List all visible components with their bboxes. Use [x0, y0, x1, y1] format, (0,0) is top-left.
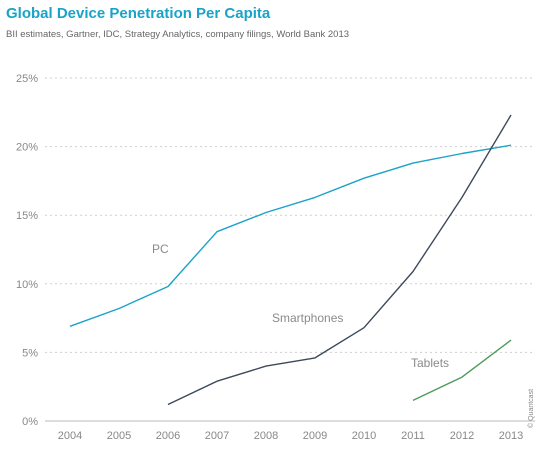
x-tick-label: 2007 — [205, 430, 229, 442]
series-label-pc: PC — [152, 242, 169, 256]
x-tick-label: 2004 — [58, 430, 82, 442]
chart-subtitle: BII estimates, Gartner, IDC, Strategy An… — [6, 29, 350, 40]
x-tick-label: 2008 — [254, 430, 278, 442]
y-tick-label: 10% — [16, 279, 38, 291]
series-line-tablets — [412, 339, 512, 402]
x-tick-label: 2009 — [303, 430, 327, 442]
x-tick-label: 2010 — [352, 430, 376, 442]
y-tick-label: 25% — [16, 73, 38, 85]
series-line-pc — [69, 144, 512, 327]
series-line-smartphones — [167, 114, 512, 406]
series-lines — [69, 114, 512, 406]
grid-lines — [45, 77, 535, 422]
chart-title: Global Device Penetration Per Capita — [6, 5, 271, 22]
series-label-tablets: Tablets — [411, 356, 449, 370]
series-label-smartphones: Smartphones — [272, 311, 343, 325]
x-tick-label: 2012 — [450, 430, 474, 442]
y-tick-label: 15% — [16, 210, 38, 222]
y-tick-label: 0% — [22, 416, 38, 428]
y-tick-label: 20% — [16, 142, 38, 154]
y-tick-label: 5% — [22, 347, 38, 359]
x-tick-label: 2005 — [107, 430, 131, 442]
x-tick-label: 2013 — [499, 430, 523, 442]
axis-ticks: 0% 5% 10% 15% 20% 25% 2004 2005 2006 2007 2008 2009… — [16, 73, 523, 442]
x-tick-label: 2006 — [156, 430, 180, 442]
series-labels: PC Smartphones Tablets — [152, 242, 449, 370]
x-tick-label: 2011 — [401, 430, 425, 442]
